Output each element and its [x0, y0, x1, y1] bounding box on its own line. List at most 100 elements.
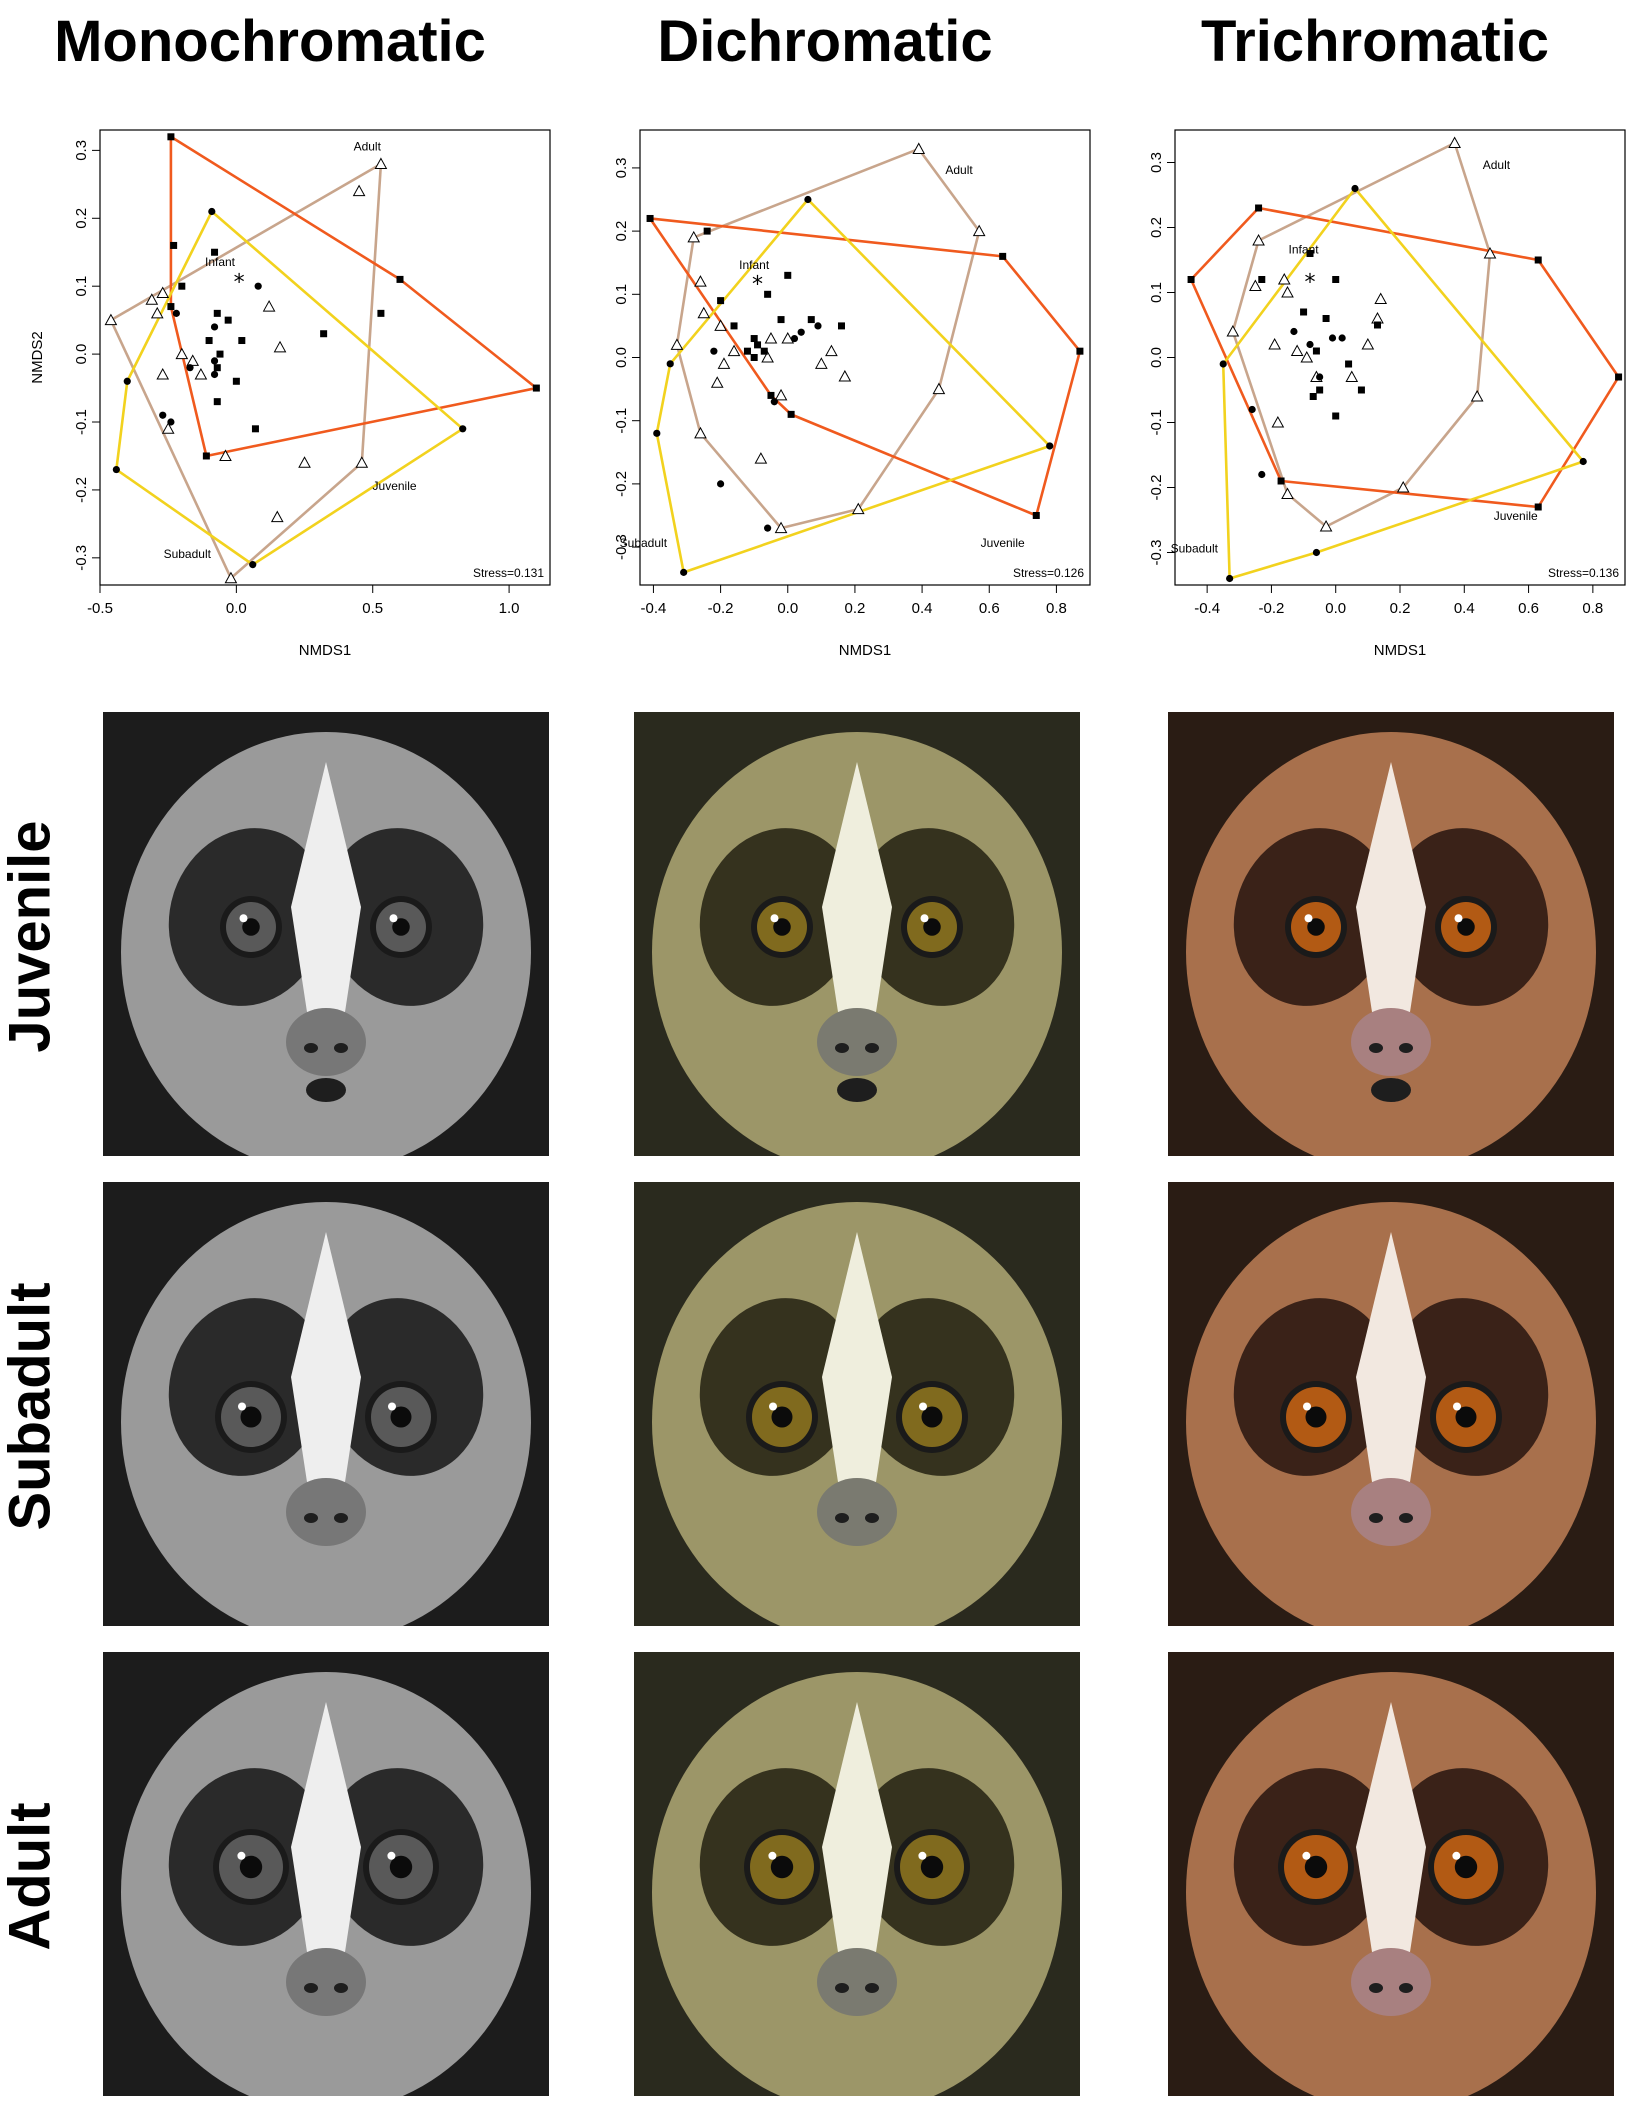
pupil-left — [239, 1855, 263, 1879]
point-juvenile — [1374, 321, 1381, 329]
x-tick-label: 0.0 — [1325, 600, 1346, 617]
point-juvenile — [167, 303, 175, 311]
point-adult — [1319, 519, 1333, 532]
y-tick-label: -0.2 — [613, 471, 630, 497]
point-adult — [175, 347, 189, 360]
nose — [1351, 1008, 1431, 1076]
point-juvenile — [837, 322, 845, 330]
point-adult — [687, 230, 701, 243]
point-subadult — [797, 328, 805, 336]
point-subadult — [804, 195, 812, 204]
point-subadult — [814, 322, 822, 330]
x-tick-label: -0.2 — [1258, 600, 1284, 617]
hull-juvenile — [648, 217, 1082, 517]
photo-subadult-dichromatic — [634, 1182, 1080, 1626]
face-stripe — [1356, 1232, 1426, 1482]
point-juvenile — [787, 410, 795, 418]
point-juvenile — [999, 252, 1007, 260]
y-tick-label: 0.3 — [1148, 152, 1165, 173]
point-juvenile — [377, 309, 385, 317]
x-axis-label: NMDS1 — [1374, 642, 1427, 659]
nostril-left — [304, 1983, 318, 1993]
point-juvenile — [1345, 360, 1353, 368]
point-adult — [1226, 324, 1240, 337]
nostril-right — [334, 1983, 348, 1993]
nmds-plot-trichromatic: -0.4 -0.2 0.0 0.2 0.4 0.6 0.8 -0.3 -0.2 -0.1 0.0 0.… — [1085, 120, 1645, 710]
hull-subadult — [655, 198, 1052, 574]
point-adult — [764, 332, 778, 344]
x-tick-label: 0.4 — [912, 600, 933, 617]
point-subadult — [210, 357, 219, 365]
hull-subadult — [115, 210, 465, 566]
point-subadult — [254, 282, 262, 290]
point-adult — [1277, 272, 1291, 285]
y-tick-label: 0.3 — [73, 140, 90, 161]
point-adult — [156, 367, 170, 380]
hull-subadult — [1221, 187, 1585, 580]
point-adult — [781, 332, 795, 344]
nose — [286, 1478, 366, 1546]
pupil-left — [1304, 1855, 1328, 1879]
point-juvenile — [767, 391, 775, 399]
x-tick-label: 0.8 — [1046, 600, 1067, 617]
y-tick-label: -0.1 — [613, 408, 630, 434]
group-label-infant: Infant — [1289, 243, 1320, 257]
point-juvenile — [1300, 308, 1308, 316]
point-adult — [273, 340, 287, 353]
point-adult — [1361, 337, 1375, 350]
point-juvenile — [717, 297, 725, 305]
y-tick-label: 0.0 — [73, 344, 90, 365]
point-subadult — [764, 524, 772, 532]
point-subadult — [770, 398, 778, 406]
point-subadult — [716, 480, 725, 488]
nostril-left — [835, 1513, 849, 1523]
photo-subadult-trichromatic — [1168, 1182, 1614, 1626]
y-tick-label: -0.1 — [73, 409, 90, 435]
pupil-left — [771, 1406, 793, 1428]
y-tick-label: 0.1 — [1148, 282, 1165, 303]
point-juvenile — [807, 316, 815, 324]
point-adult — [104, 313, 118, 326]
photo-juvenile-dichromatic — [634, 712, 1080, 1156]
point-subadult — [1579, 457, 1587, 466]
point-juvenile — [213, 309, 221, 317]
point-juvenile — [532, 384, 540, 392]
stress-label: Stress=0.131 — [473, 566, 544, 580]
y-tick-label: 0.1 — [73, 276, 90, 297]
y-tick-label: -0.3 — [613, 534, 630, 560]
group-label-infant: Infant — [739, 258, 770, 272]
point-juvenile — [1032, 511, 1040, 519]
pupil-right — [1454, 1855, 1478, 1879]
row-title-subadult: Subadult — [0, 1281, 63, 1531]
point-juvenile — [730, 322, 738, 330]
point-adult — [145, 293, 159, 305]
point-juvenile — [1309, 393, 1317, 400]
nmds-chart-monochromatic: -0.5 0.0 0.5 1.0 -0.3 -0.2 -0.1 0.0 0.1 0.2 0.3 NMD… — [29, 129, 551, 659]
point-juvenile — [777, 316, 785, 324]
eye-highlight-left — [770, 914, 779, 923]
point-adult — [270, 510, 284, 523]
point-subadult — [1312, 548, 1321, 557]
point-adult — [932, 382, 946, 395]
face-stripe — [1356, 1702, 1426, 1952]
point-adult — [150, 306, 164, 319]
open-mouth — [306, 1078, 346, 1102]
photo-juvenile-monochromatic — [103, 712, 549, 1156]
eye-highlight-left — [1303, 1402, 1311, 1411]
point-subadult — [123, 377, 131, 385]
point-adult — [838, 369, 852, 382]
point-juvenile — [232, 377, 240, 385]
point-adult — [825, 344, 838, 357]
pupil-left — [770, 1855, 794, 1879]
nmds-plot-dichromatic: -0.4 -0.2 0.0 0.2 0.4 0.6 0.8 -0.3 -0.2 -0.1 0.0 0.… — [550, 120, 1110, 710]
group-label-adult: Adult — [1483, 158, 1511, 172]
point-adult — [912, 142, 926, 154]
point-juvenile — [1187, 276, 1195, 283]
point-adult — [714, 319, 727, 331]
plot-frame — [99, 129, 551, 586]
pupil-right — [1457, 918, 1475, 936]
eye-highlight-left — [237, 1851, 246, 1860]
point-juvenile — [760, 347, 768, 355]
point-juvenile — [1357, 386, 1365, 394]
point-adult — [194, 367, 208, 380]
